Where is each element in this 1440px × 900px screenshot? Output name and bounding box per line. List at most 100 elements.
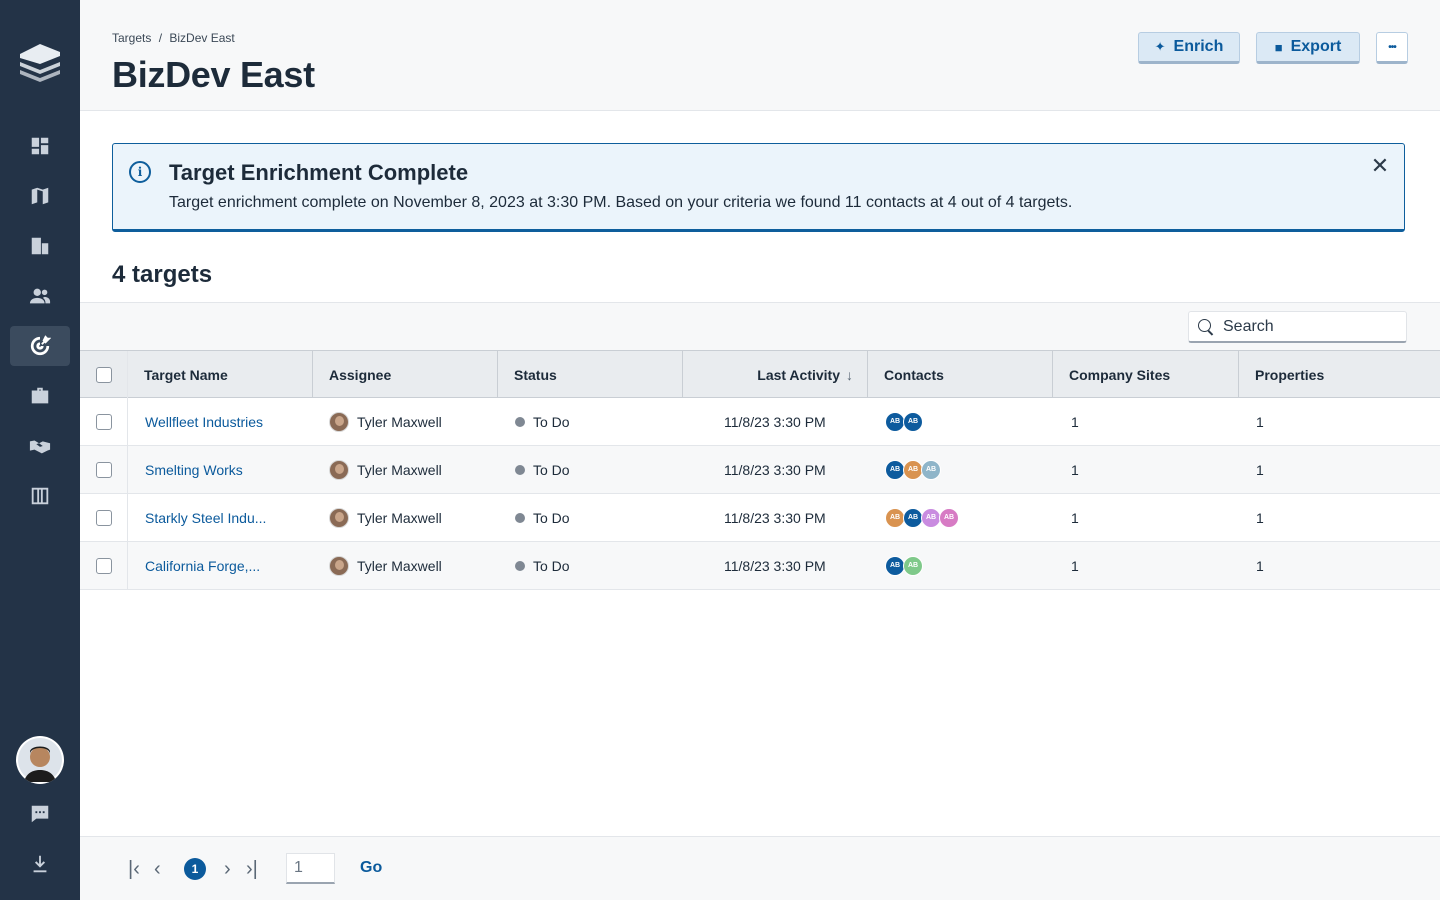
briefcase-icon	[31, 387, 49, 404]
table-row: Wellfleet Industries Tyler Maxwell To Do…	[80, 398, 1440, 446]
contact-chip[interactable]: AB	[921, 507, 941, 528]
more-options-button[interactable]: •••	[1376, 32, 1408, 64]
sparkle-icon: ✦	[1154, 39, 1166, 54]
app-logo[interactable]	[16, 38, 64, 86]
download-icon	[33, 855, 47, 873]
contact-chip[interactable]: AB	[903, 411, 923, 432]
column-label: Assignee	[329, 366, 392, 383]
row-select-cell	[80, 542, 128, 589]
pagination-bar: |‹ ‹ 1 › ›| Go	[80, 836, 1440, 900]
column-properties[interactable]: Properties	[1239, 351, 1440, 398]
contact-chip[interactable]: AB	[939, 507, 959, 528]
map-icon	[31, 187, 49, 205]
nav-map[interactable]	[10, 176, 70, 216]
status-dot-icon	[515, 560, 525, 571]
contact-chip[interactable]: AB	[885, 459, 905, 480]
status-cell: To Do	[515, 494, 570, 541]
assignee-avatar	[329, 507, 349, 528]
status-cell: To Do	[515, 398, 570, 445]
assignee-avatar	[329, 459, 349, 480]
target-name-link[interactable]: Wellfleet Industries	[145, 413, 264, 430]
target-name-link[interactable]: Starkly Steel Indu...	[145, 509, 267, 526]
page-number-input[interactable]	[286, 853, 335, 884]
prev-page-icon[interactable]: ‹	[154, 858, 161, 880]
status-label: To Do	[533, 557, 570, 574]
last-activity-cell: 11/8/23 3:30 PM	[724, 509, 826, 526]
table-row: California Forge,... Tyler Maxwell To Do…	[80, 542, 1440, 590]
company-sites-cell: 1	[1071, 509, 1079, 526]
nav-chat[interactable]	[10, 794, 70, 834]
row-checkbox[interactable]	[95, 557, 112, 574]
row-select-cell	[80, 446, 128, 493]
user-avatar[interactable]	[16, 736, 64, 784]
status-label: To Do	[533, 509, 570, 526]
nav-targets[interactable]	[10, 326, 70, 366]
last-activity-cell: 11/8/23 3:30 PM	[724, 413, 826, 430]
contact-chip[interactable]: AB	[885, 507, 905, 528]
company-sites-cell: 1	[1071, 413, 1079, 430]
nav-buildings[interactable]	[10, 226, 70, 266]
contact-chip[interactable]: AB	[903, 459, 923, 480]
status-cell: To Do	[515, 446, 570, 493]
properties-cell: 1	[1256, 413, 1264, 430]
target-name-link[interactable]: California Forge,...	[145, 557, 261, 574]
nav-people[interactable]	[10, 276, 70, 316]
export-button[interactable]: ■ Export	[1256, 32, 1360, 64]
target-name-link[interactable]: Smelting Works	[145, 461, 243, 478]
column-status[interactable]: Status	[498, 351, 683, 398]
nav-dashboard[interactable]	[10, 126, 70, 166]
people-icon	[29, 288, 51, 304]
search-box[interactable]	[1188, 311, 1407, 343]
breadcrumb-root[interactable]: Targets	[112, 31, 152, 45]
company-sites-cell: 1	[1071, 557, 1079, 574]
table-icon	[31, 487, 49, 505]
column-target-name[interactable]: Target Name	[128, 351, 313, 398]
search-input[interactable]	[1223, 317, 1393, 336]
last-activity-cell: 11/8/23 3:30 PM	[724, 461, 826, 478]
assignee-cell: Tyler Maxwell	[329, 494, 442, 541]
column-label: Company Sites	[1069, 366, 1171, 383]
breadcrumb-current: BizDev East	[169, 31, 235, 45]
assignee-cell: Tyler Maxwell	[329, 398, 442, 445]
nav-deals[interactable]	[10, 426, 70, 466]
column-contacts[interactable]: Contacts	[868, 351, 1053, 398]
breadcrumb: Targets / BizDev East	[112, 31, 239, 45]
row-checkbox[interactable]	[95, 461, 112, 478]
column-company-sites[interactable]: Company Sites	[1053, 351, 1239, 398]
row-select-cell	[80, 494, 128, 541]
contact-chip[interactable]: AB	[885, 411, 905, 432]
column-label: Properties	[1255, 366, 1325, 383]
column-last-activity[interactable]: Last Activity ↓	[683, 351, 868, 398]
contact-chip[interactable]: AB	[903, 507, 923, 528]
column-label: Last Activity	[757, 366, 840, 383]
enrich-button[interactable]: ✦ Enrich	[1138, 32, 1240, 64]
nav-download[interactable]	[10, 844, 70, 884]
column-label: Target Name	[144, 366, 228, 383]
current-page[interactable]: 1	[184, 858, 206, 880]
go-button[interactable]: Go	[360, 859, 383, 876]
properties-cell: 1	[1256, 557, 1264, 574]
contact-chip[interactable]: AB	[885, 555, 905, 576]
column-assignee[interactable]: Assignee	[313, 351, 498, 398]
enrich-label: Enrich	[1173, 38, 1224, 55]
assignee-avatar	[329, 555, 349, 576]
close-icon[interactable]: ✕	[1370, 153, 1390, 178]
assignee-name: Tyler Maxwell	[357, 461, 442, 478]
info-icon: i	[129, 161, 151, 183]
first-page-icon[interactable]: |‹	[128, 858, 140, 880]
contact-chip[interactable]: AB	[921, 459, 941, 480]
column-label: Status	[514, 366, 557, 383]
next-page-icon[interactable]: ›	[224, 858, 231, 880]
row-checkbox[interactable]	[95, 413, 112, 430]
select-all-checkbox[interactable]	[95, 366, 112, 383]
assignee-name: Tyler Maxwell	[357, 557, 442, 574]
page-title: BizDev East	[112, 54, 315, 95]
nav-table[interactable]	[10, 476, 70, 516]
table-toolbar	[80, 302, 1440, 350]
last-activity-cell: 11/8/23 3:30 PM	[724, 557, 826, 574]
contact-chip[interactable]: AB	[903, 555, 923, 576]
page-header: Targets / BizDev East BizDev East ✦ Enri…	[80, 0, 1440, 111]
row-checkbox[interactable]	[95, 509, 112, 526]
nav-briefcase[interactable]	[10, 376, 70, 416]
last-page-icon[interactable]: ›|	[246, 858, 258, 880]
